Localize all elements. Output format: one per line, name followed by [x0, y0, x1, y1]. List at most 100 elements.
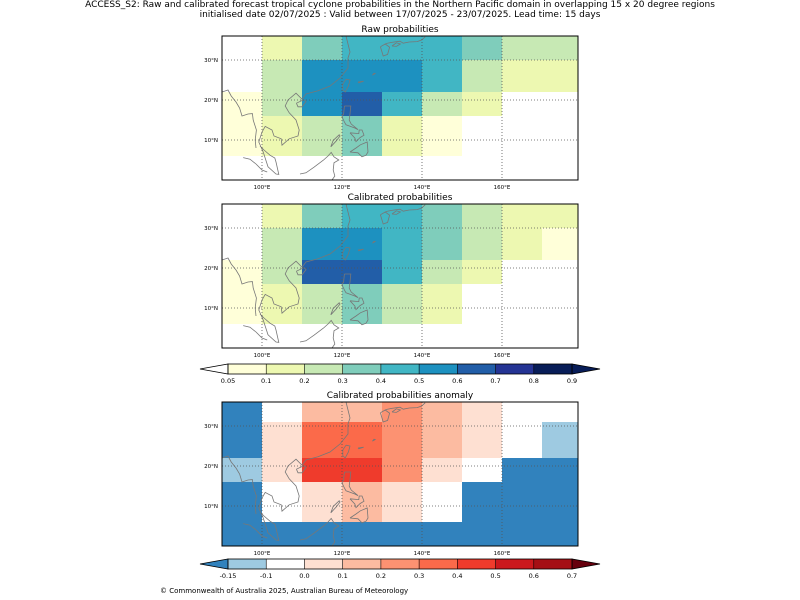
heatmap-cell	[302, 324, 342, 348]
coastline	[349, 129, 365, 143]
heatmap-cell	[502, 36, 542, 60]
heatmap-cell	[542, 36, 578, 60]
figure-title: ACCESS_S2: Raw and calibrated forecast t…	[0, 0, 800, 20]
heatmap-cell	[462, 204, 502, 228]
coastline	[357, 248, 364, 252]
x-tick-label: 140°E	[414, 353, 431, 359]
heatmap-cell	[302, 156, 342, 180]
y-tick-label: 30°N	[204, 226, 218, 232]
coastline	[222, 455, 257, 515]
coastlines	[222, 402, 426, 546]
coastline	[391, 408, 402, 413]
heatmap-cell	[422, 458, 462, 482]
heatmap-cell	[302, 482, 342, 522]
heatmap-cell	[302, 228, 342, 260]
heatmap-cell	[422, 228, 462, 260]
x-tick-label: 120°E	[334, 551, 351, 557]
heatmap-cell	[342, 228, 382, 260]
colorbar-segment	[342, 364, 381, 374]
coastline	[385, 204, 426, 212]
x-tick-label: 160°E	[494, 185, 511, 191]
y-tick-label: 30°N	[204, 424, 218, 430]
colorbar-tick-label: 0.6	[529, 572, 539, 580]
coastline	[342, 444, 351, 459]
heatmap-cell	[222, 92, 262, 116]
heatmap-cell	[342, 260, 382, 284]
heatmap-cell	[462, 36, 502, 60]
heatmap-cell	[422, 116, 462, 156]
colorbar-tick-label: 0.7	[490, 377, 500, 385]
y-tick-label: 20°N	[204, 464, 218, 470]
colorbar-over-arrow	[571, 363, 601, 375]
coastline	[341, 105, 359, 130]
heatmap-cell	[382, 92, 422, 116]
colorbar-tick-label: 0.0	[299, 572, 309, 580]
heatmap-cell	[542, 204, 578, 228]
heatmap-cell	[542, 422, 578, 458]
heatmap-cell	[382, 260, 422, 284]
coastline	[299, 151, 340, 180]
heatmap-cell	[222, 60, 262, 92]
colorbar-over-arrow	[571, 558, 601, 570]
heatmap-cell	[342, 156, 382, 180]
x-tick-label: 160°E	[494, 353, 511, 359]
colorbar-tick-label: 0.9	[567, 377, 577, 385]
heatmap-cell	[462, 156, 502, 180]
coastlines	[222, 204, 426, 348]
heatmap-cell	[502, 60, 542, 92]
heatmap-cell	[462, 260, 502, 284]
heatmap-cell	[262, 260, 302, 284]
heatmap-cell	[542, 284, 578, 324]
heatmap-cell	[502, 204, 542, 228]
coastline	[341, 273, 359, 298]
heatmap-cell	[422, 60, 462, 92]
heatmap-cell	[382, 60, 422, 92]
colorbar-tick-label: -0.15	[220, 572, 237, 580]
heatmap-cell	[382, 324, 422, 348]
colorbar-segment	[380, 559, 420, 569]
colorbar-under-arrow	[199, 558, 229, 570]
colorbar-tick-label: 0.3	[414, 572, 424, 580]
coastline	[296, 99, 307, 108]
heatmap-cell	[382, 522, 422, 546]
heatmap-cell	[502, 324, 542, 348]
heatmap-cell	[422, 522, 462, 546]
colorbar-segment	[228, 559, 267, 569]
coastline	[372, 72, 377, 76]
heatmap-cell	[262, 92, 302, 116]
heatmap-cell	[382, 422, 422, 458]
heatmap-cell	[422, 204, 462, 228]
heatmap-cell	[542, 482, 578, 522]
heatmap-cell	[302, 422, 342, 458]
heatmap-cell	[542, 458, 578, 482]
colorbar-tick-label: 0.3	[337, 377, 347, 385]
heatmap-cell	[542, 402, 578, 422]
map-panel-2: 100°E 120°E 140°E 160°E 10°N 20°N 30°N Calibrat…	[204, 193, 579, 359]
coastline	[330, 500, 341, 514]
heatmap-cell	[262, 402, 302, 422]
coastline	[258, 204, 351, 343]
coastline	[296, 465, 307, 474]
heatmap-cell	[502, 422, 542, 458]
colorbar-segment	[457, 364, 496, 374]
coastline	[222, 89, 257, 149]
coastline	[385, 402, 426, 410]
coastline	[258, 402, 351, 541]
colorbar-segment	[266, 559, 305, 569]
colorbar-tick-label: -0.1	[260, 572, 273, 580]
colorbar-tick-label: 0.6	[452, 377, 462, 385]
heatmap-cell	[342, 92, 382, 116]
x-tick-label: 140°E	[414, 185, 431, 191]
heatmap-cell	[302, 36, 342, 60]
heatmap-cell	[422, 36, 462, 60]
x-tick-label: 100°E	[254, 185, 271, 191]
x-tick-label: 120°E	[334, 353, 351, 359]
heatmap-cell	[502, 260, 542, 284]
heatmap-cell	[502, 482, 542, 522]
heatmap-cell	[342, 60, 382, 92]
heatmap-cell	[422, 260, 462, 284]
colorbar-segment	[495, 364, 534, 374]
probability-colorbar: 0.05 0.1 0.2 0.3 0.4 0.5 0.6 0.7 0.8 0.9	[199, 363, 601, 385]
colorbar-segment	[533, 364, 572, 374]
colorbar-tick-label: 0.2	[299, 377, 309, 385]
